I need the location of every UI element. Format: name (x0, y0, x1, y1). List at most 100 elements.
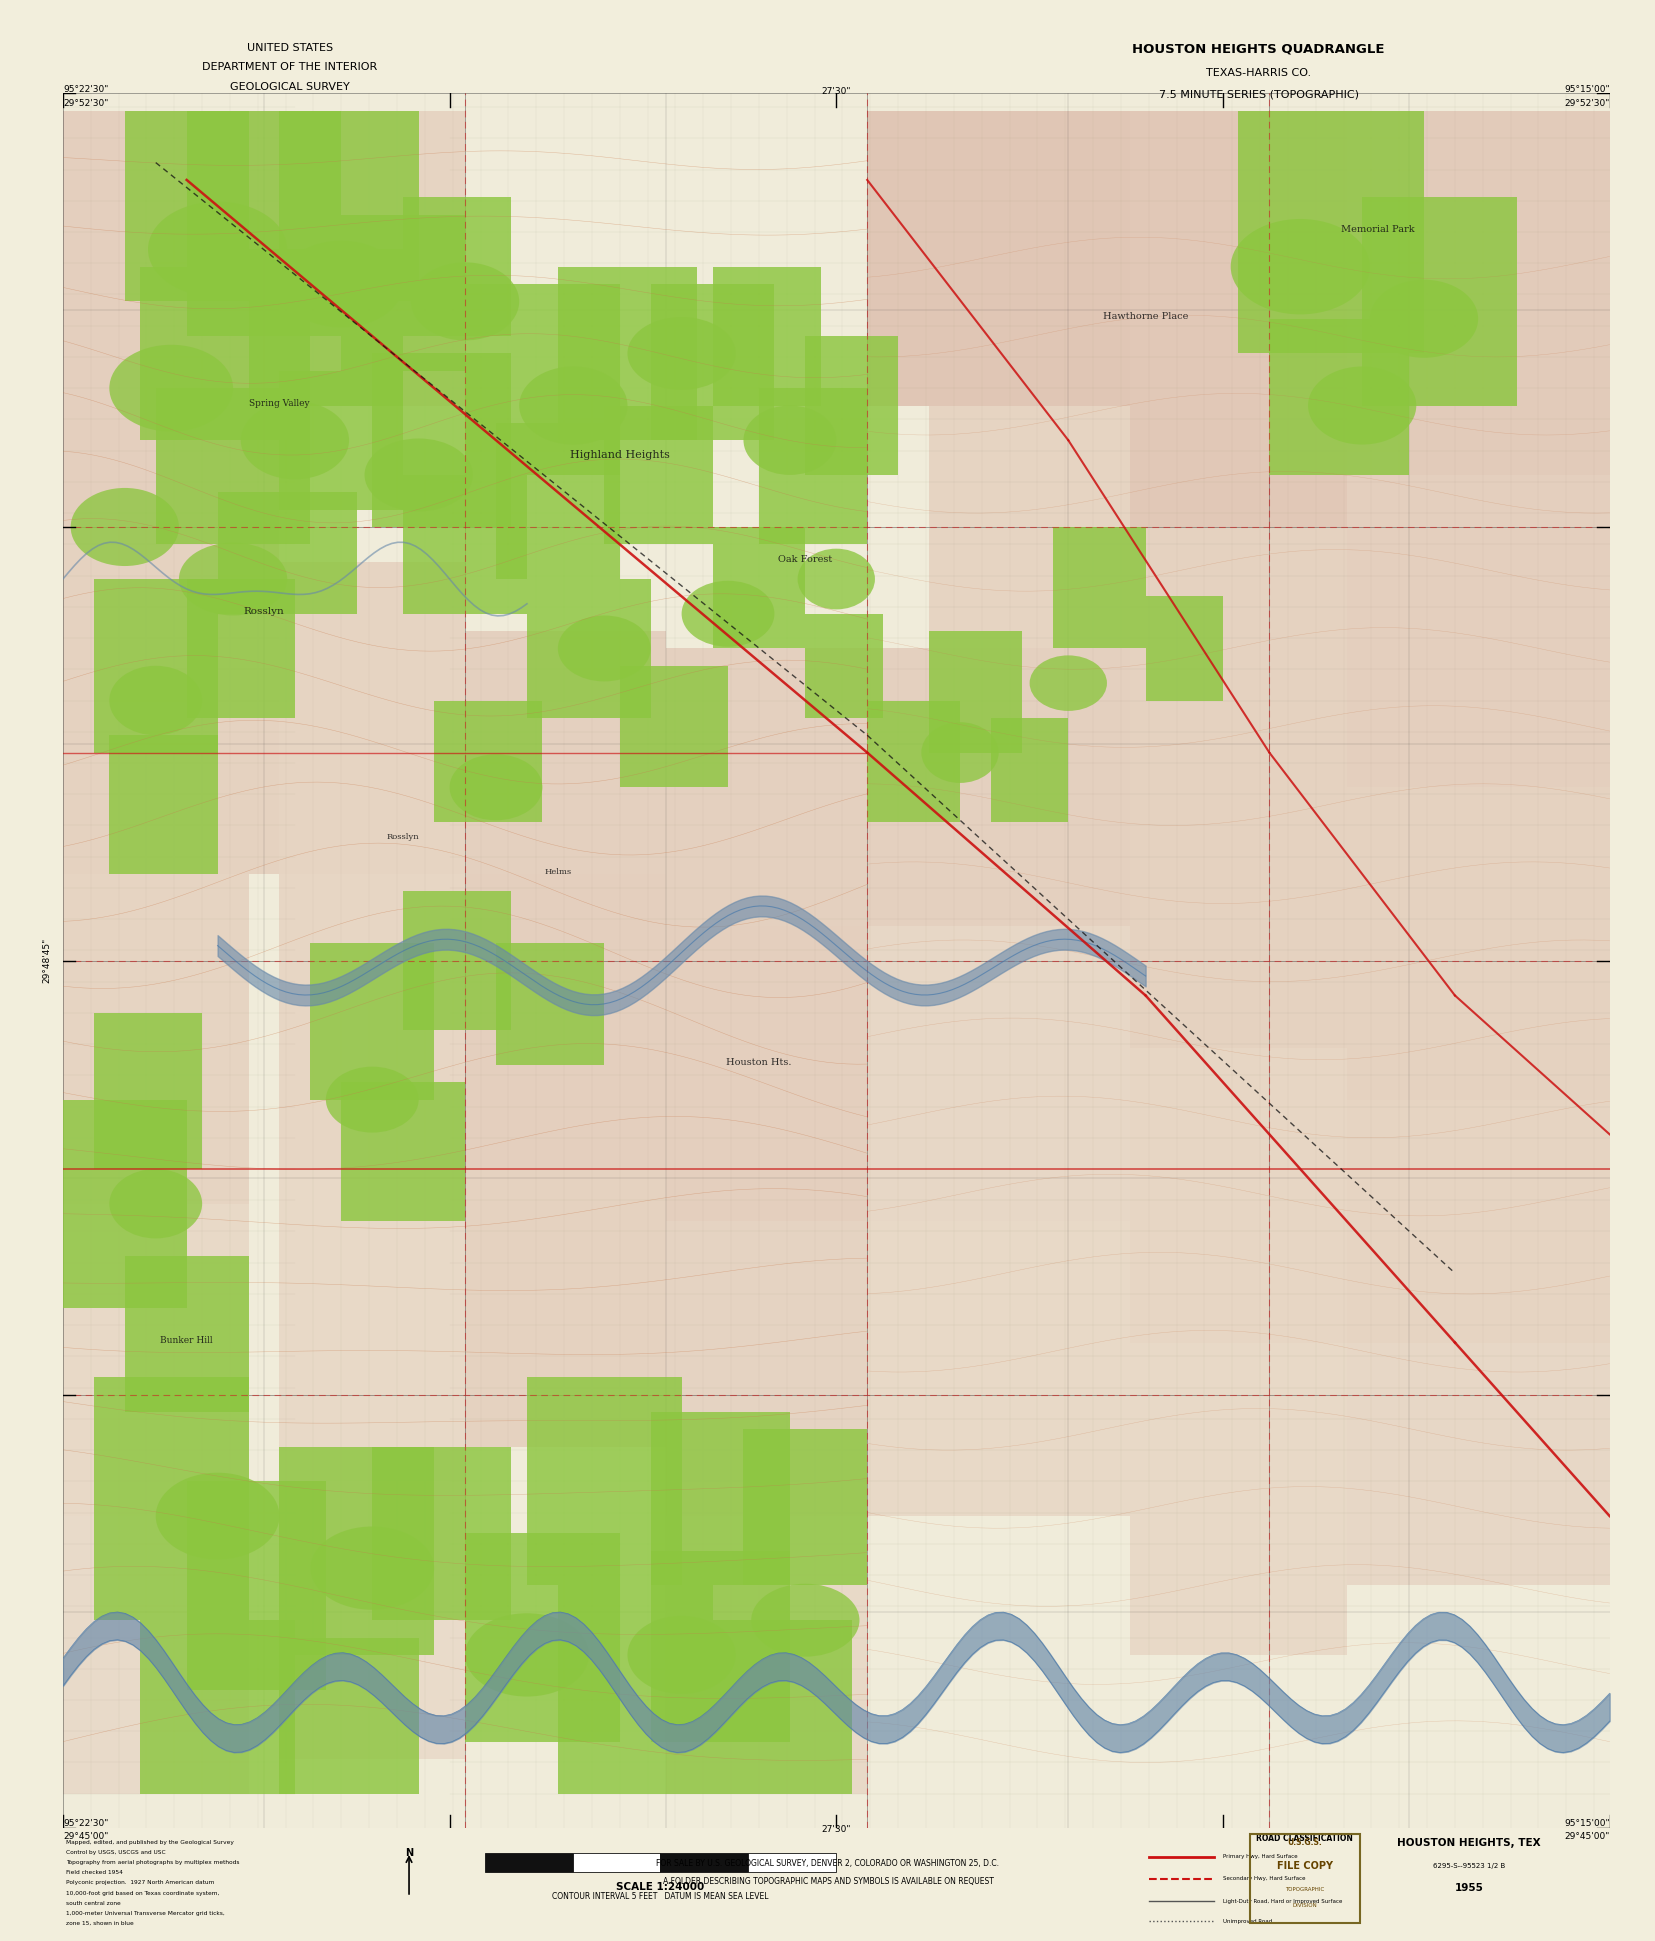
Bar (280, 1446, 434, 1656)
Bar (867, 1221, 1129, 1516)
Ellipse shape (179, 543, 286, 615)
Ellipse shape (410, 262, 520, 340)
Bar (1269, 318, 1408, 476)
Text: ROAD CLASSIFICATION: ROAD CLASSIFICATION (1254, 1834, 1352, 1844)
Text: Oak Forest: Oak Forest (778, 555, 832, 563)
Text: 6295-S--95523 1/2 B: 6295-S--95523 1/2 B (1432, 1863, 1504, 1869)
Ellipse shape (364, 439, 473, 510)
Bar (217, 493, 356, 613)
Bar (650, 1551, 789, 1741)
Bar (1346, 1101, 1609, 1343)
Ellipse shape (920, 722, 998, 782)
Bar (341, 215, 465, 371)
Text: CONTOUR INTERVAL 5 FEET   DATUM IS MEAN SEA LEVEL: CONTOUR INTERVAL 5 FEET DATUM IS MEAN SE… (551, 1892, 768, 1902)
Bar (558, 266, 697, 441)
Bar (743, 1429, 867, 1586)
Ellipse shape (109, 1168, 202, 1238)
Bar (248, 248, 402, 406)
Bar (650, 1411, 789, 1586)
Bar (465, 1168, 665, 1446)
Bar (280, 1481, 465, 1759)
Bar (526, 1378, 682, 1586)
Ellipse shape (280, 241, 402, 328)
Text: Field checked 1954: Field checked 1954 (66, 1871, 122, 1875)
Ellipse shape (627, 1615, 735, 1694)
Text: FILE COPY: FILE COPY (1276, 1861, 1332, 1871)
Bar (402, 891, 511, 1031)
Ellipse shape (109, 345, 233, 431)
Bar (465, 631, 665, 873)
Text: 95°22'30": 95°22'30" (63, 1819, 108, 1828)
Text: 10,000-foot grid based on Texas coordinate system,: 10,000-foot grid based on Texas coordina… (66, 1891, 220, 1896)
Bar (372, 353, 511, 526)
Text: 95°22'30": 95°22'30" (63, 85, 108, 95)
Bar (1346, 1343, 1609, 1586)
Bar (280, 371, 402, 510)
Text: SCALE 1:24000: SCALE 1:24000 (616, 1883, 703, 1892)
Text: Secondary Hwy, Hard Surface: Secondary Hwy, Hard Surface (1223, 1877, 1306, 1881)
Text: Polyconic projection.  1927 North American datum: Polyconic projection. 1927 North America… (66, 1881, 215, 1885)
Bar (1129, 1048, 1346, 1343)
Bar (465, 283, 619, 476)
Bar (496, 943, 604, 1066)
Bar (402, 198, 511, 336)
Bar (63, 526, 280, 873)
Text: 29°45'00": 29°45'00" (63, 1832, 108, 1842)
Text: Topography from aerial photographs by multiplex methods: Topography from aerial photographs by mu… (66, 1859, 240, 1865)
Bar (928, 631, 1021, 753)
Bar (94, 1378, 248, 1621)
Bar (1129, 526, 1346, 788)
Bar (1238, 111, 1423, 353)
Bar (526, 578, 650, 718)
Bar (280, 1168, 465, 1481)
Text: 7.5 MINUTE SERIES (TOPOGRAPHIC): 7.5 MINUTE SERIES (TOPOGRAPHIC) (1158, 89, 1357, 99)
Bar (1250, 1834, 1359, 1924)
Text: HOUSTON HEIGHTS, TEX: HOUSTON HEIGHTS, TEX (1397, 1838, 1539, 1848)
Bar (758, 388, 867, 543)
Text: Light-Duty Road, Hard or Improved Surface: Light-Duty Road, Hard or Improved Surfac… (1223, 1898, 1342, 1904)
Bar (124, 1256, 248, 1411)
Text: DEPARTMENT OF THE INTERIOR: DEPARTMENT OF THE INTERIOR (202, 62, 377, 72)
Bar (280, 1638, 419, 1793)
Bar (341, 1083, 465, 1221)
Bar (63, 1516, 248, 1793)
Ellipse shape (520, 367, 627, 444)
Text: GEOLOGICAL SURVEY: GEOLOGICAL SURVEY (230, 82, 349, 91)
Bar (665, 1516, 867, 1793)
Text: 27'30": 27'30" (821, 1825, 851, 1834)
Ellipse shape (326, 1068, 419, 1134)
Text: Highland Heights: Highland Heights (569, 450, 669, 460)
Bar (109, 736, 217, 873)
Bar (867, 926, 1129, 1221)
Bar (187, 1481, 326, 1689)
Bar (94, 1013, 202, 1168)
Bar (63, 111, 280, 526)
Bar (1346, 476, 1609, 788)
Text: Houston Hts.: Houston Hts. (727, 1058, 791, 1068)
Bar (867, 648, 1129, 926)
Text: Control by USGS, USCGS and USC: Control by USGS, USCGS and USC (66, 1850, 166, 1856)
Text: Memorial Park: Memorial Park (1341, 225, 1413, 235)
Bar (1129, 1343, 1346, 1656)
Ellipse shape (682, 580, 775, 646)
Text: 1,000-meter Universal Transverse Mercator grid ticks,: 1,000-meter Universal Transverse Mercato… (66, 1910, 225, 1916)
Text: 29°48'45": 29°48'45" (41, 938, 51, 984)
Bar (187, 578, 295, 718)
Bar (712, 266, 821, 406)
Text: U.S.G.S.: U.S.G.S. (1288, 1838, 1322, 1848)
Text: Spring Valley: Spring Valley (248, 398, 309, 408)
Text: Primary Hwy, Hard Surface: Primary Hwy, Hard Surface (1223, 1854, 1298, 1859)
Text: 27'30": 27'30" (821, 87, 851, 97)
Text: UNITED STATES: UNITED STATES (247, 43, 333, 52)
Text: TEXAS-HARRIS CO.: TEXAS-HARRIS CO. (1205, 68, 1311, 78)
Ellipse shape (147, 202, 286, 297)
Bar (748, 1854, 836, 1871)
Bar (1362, 198, 1516, 406)
Ellipse shape (798, 549, 874, 609)
Text: HOUSTON HEIGHTS QUADRANGLE: HOUSTON HEIGHTS QUADRANGLE (1132, 43, 1384, 56)
Bar (1145, 596, 1221, 701)
Bar (156, 388, 309, 543)
Bar (660, 1854, 748, 1871)
Bar (63, 1101, 187, 1308)
Text: N: N (405, 1848, 412, 1858)
